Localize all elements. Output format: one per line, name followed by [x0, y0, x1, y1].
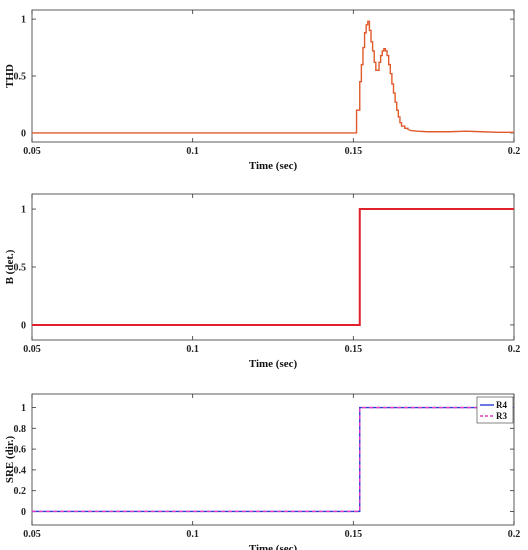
- x-tick-label: 0.05: [23, 529, 41, 540]
- y-tick-label: 0.6: [14, 445, 27, 456]
- series-line-1: [32, 20, 514, 134]
- plot-frame: [31, 193, 515, 341]
- x-tick-label: 0.05: [23, 146, 41, 157]
- y-tick-label: 1: [21, 15, 26, 26]
- x-axis-label: Time (sec): [249, 160, 298, 172]
- y-tick-label: 0: [21, 128, 26, 139]
- y-tick-label: 0.4: [14, 465, 27, 476]
- x-axis-label: Time (sec): [249, 358, 298, 370]
- legend-box: [476, 396, 514, 424]
- y-tick-label: 1: [21, 403, 26, 414]
- plot-frame: [31, 393, 515, 526]
- y-tick-label: 0.8: [14, 424, 27, 435]
- x-tick-label: 0.15: [345, 344, 363, 355]
- x-tick-label: 0.1: [186, 146, 199, 157]
- y-tick-label: 0.5: [14, 72, 27, 83]
- y-axis-label: SRE (dir.): [4, 436, 16, 484]
- x-tick-label: 0.05: [23, 344, 41, 355]
- x-tick-label: 0.2: [508, 146, 521, 157]
- series-line-2: [32, 208, 514, 326]
- y-axis-label: B (det.): [4, 249, 16, 284]
- x-tick-label: 0.15: [345, 529, 363, 540]
- x-tick-label: 0.1: [186, 344, 199, 355]
- series-line-r3: [32, 406, 514, 513]
- x-tick-label: 0.1: [186, 529, 199, 540]
- legend-label-r3: R3: [496, 411, 507, 421]
- chart-3: 0.05 0.1 0.15 0.2 0 0.2 0.4 0.6 0.8 1 Time (sec) SR…: [4, 393, 521, 550]
- x-tick-label: 0.15: [345, 146, 363, 157]
- x-axis-label: Time (sec): [249, 543, 298, 550]
- series-line-r4: [32, 406, 514, 513]
- y-tick-label: 0.2: [14, 486, 27, 497]
- x-tick-label: 0.2: [508, 344, 521, 355]
- chart-2: 0.05 0.1 0.15 0.2 0 0.5 1 Time (sec) B (det.): [4, 193, 521, 370]
- y-tick-label: 0.5: [14, 263, 27, 274]
- y-tick-label: 0: [21, 507, 26, 518]
- x-tick-label: 0.2: [508, 529, 521, 540]
- chart-1: 0.05 0.1 0.15 0.2 0 0.5 1 Time (sec) THD: [4, 9, 521, 172]
- legend-label-r4: R4: [496, 400, 507, 410]
- y-axis-label: THD: [4, 64, 16, 88]
- plot-frame: [31, 9, 515, 143]
- y-tick-label: 0: [21, 320, 26, 331]
- y-tick-label: 1: [21, 205, 26, 216]
